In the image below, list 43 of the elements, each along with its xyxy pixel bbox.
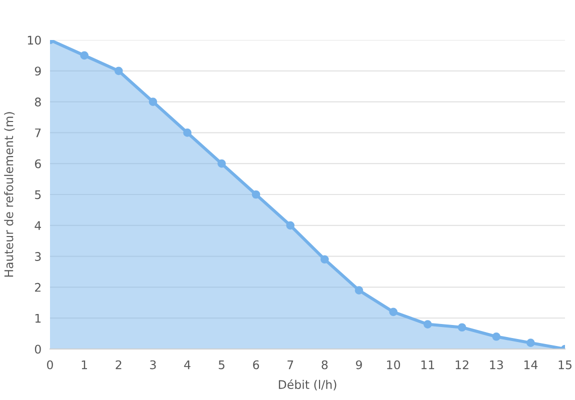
x-axis-title: Débit (l/h) (278, 379, 336, 390)
x-tick-label: 4 (184, 360, 190, 370)
x-tick-label: 10 (387, 360, 400, 370)
y-tick-label: 0 (34, 344, 41, 354)
y-tick-label: 10 (28, 36, 41, 45)
y-tick-label: 4 (34, 221, 42, 230)
point (526, 338, 535, 347)
point (492, 332, 500, 341)
x-tick-label: 0 (47, 360, 53, 370)
y-tick-label: 6 (34, 159, 41, 168)
x-tick-label: 7 (288, 360, 294, 370)
x-tick-label: 1 (82, 360, 87, 370)
y-tick-label: 2 (35, 282, 40, 292)
y-tick-label: 7 (35, 128, 41, 138)
y-tick-label: 3 (35, 252, 41, 261)
point (424, 320, 432, 328)
x-tick-label: 5 (218, 360, 224, 370)
point (183, 128, 192, 137)
x-tick-label: 6 (253, 360, 260, 370)
point (320, 255, 329, 264)
x-tick-label: 2 (116, 360, 122, 370)
point (458, 323, 466, 332)
x-tick-label: 15 (558, 360, 572, 370)
x-tick-label: 12 (456, 360, 468, 370)
point (389, 308, 398, 316)
point (286, 221, 294, 230)
x-tick-label: 11 (421, 360, 434, 370)
x-tick-label: 8 (322, 360, 328, 370)
y-axis-title: Hauteur de refoulement (m) (4, 112, 15, 277)
point (354, 286, 364, 294)
x-tick-label: 14 (524, 360, 538, 370)
point (218, 159, 226, 168)
y-tick-label: 9 (34, 66, 41, 76)
y-tick-label: 8 (34, 98, 41, 106)
x-tick-label: 13 (490, 360, 503, 370)
point (252, 190, 260, 199)
y-tick-label: 1 (35, 314, 41, 323)
point (80, 51, 88, 60)
x-tick-label: 9 (356, 360, 362, 370)
point (114, 66, 123, 76)
y-tick-label: 5 (35, 190, 41, 200)
x-tick-label: 3 (150, 360, 156, 370)
point (148, 98, 158, 106)
